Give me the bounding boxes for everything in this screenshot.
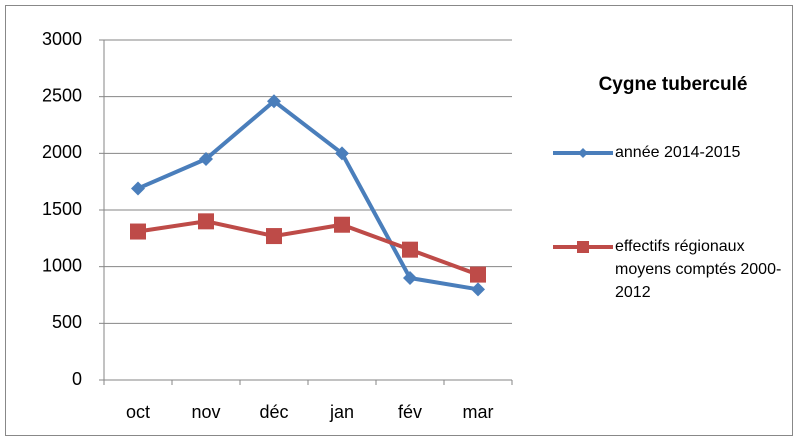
y-tick-label: 2000 — [42, 142, 82, 162]
marker — [577, 241, 589, 253]
marker — [403, 271, 417, 285]
y-tick-label: 3000 — [42, 29, 82, 49]
marker — [266, 228, 282, 245]
marker — [130, 223, 146, 240]
chart-title: Cygne tuberculé — [599, 74, 748, 95]
marker — [471, 282, 485, 297]
marker — [470, 266, 486, 283]
x-tick-label: fév — [398, 402, 422, 422]
y-tick-label: 2500 — [42, 85, 82, 105]
marker — [131, 181, 145, 196]
series-line — [137, 98, 479, 292]
marker — [199, 152, 213, 166]
marker — [578, 148, 588, 158]
legend-label: effectifs régionaux moyens comptés 2000-… — [615, 238, 782, 301]
y-tick-label: 0 — [72, 369, 82, 389]
legend-label: année 2014-2015 — [615, 144, 741, 161]
y-tick-label: 1500 — [42, 199, 82, 219]
marker — [402, 241, 418, 258]
marker — [267, 94, 281, 109]
x-tick-label: oct — [126, 402, 150, 422]
x-tick-label: nov — [191, 402, 220, 422]
marker — [335, 146, 349, 161]
x-tick-label: déc — [259, 402, 288, 422]
series-line — [137, 219, 479, 277]
x-tick-label: mar — [463, 402, 494, 422]
chart-border — [5, 5, 793, 436]
y-tick-label: 500 — [52, 312, 82, 332]
marker — [334, 216, 350, 233]
marker — [198, 213, 214, 230]
y-tick-label: 1000 — [42, 255, 82, 275]
x-tick-label: jan — [329, 402, 354, 422]
